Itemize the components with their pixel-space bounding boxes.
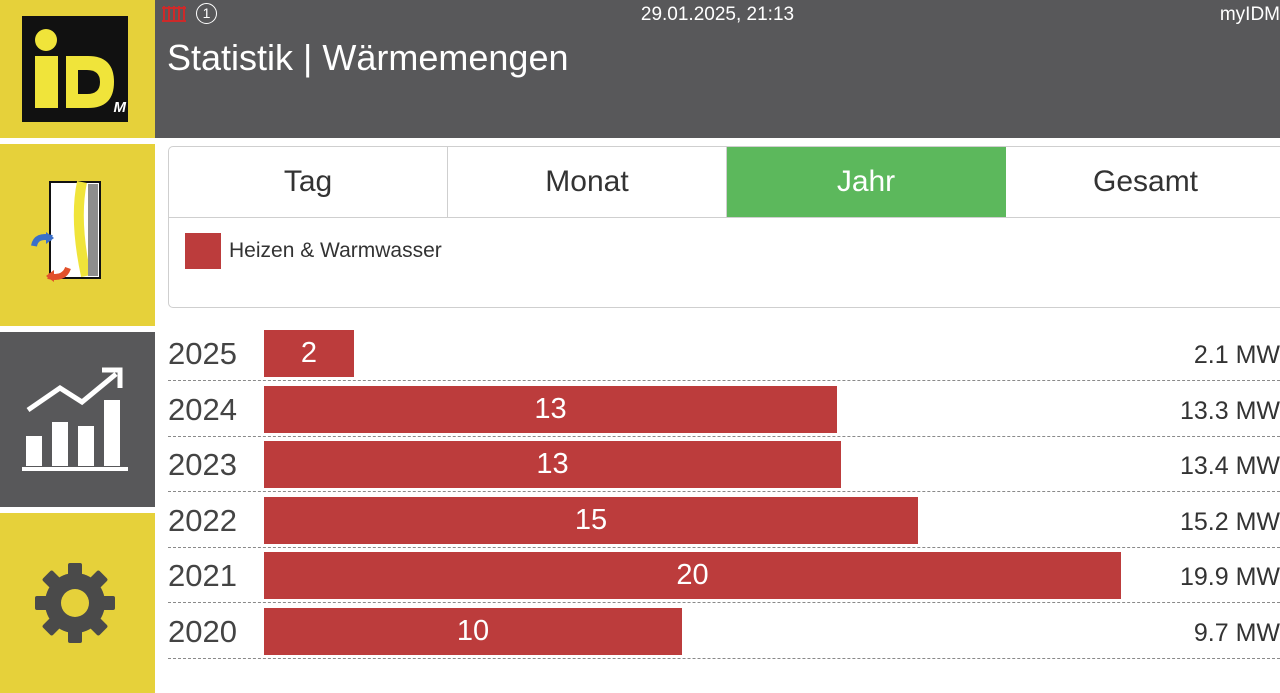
bar-value-label: 2 <box>300 337 318 369</box>
year-label: 2025 <box>168 336 237 371</box>
chart-bar <box>264 330 354 377</box>
total-value-label: 19.9 MW <box>1179 563 1280 591</box>
year-label: 2023 <box>168 447 237 482</box>
total-value-label: 13.4 MW <box>1179 452 1280 480</box>
sidebar-item-statistics[interactable] <box>0 332 155 507</box>
total-value-label: 2.1 MW <box>1193 341 1280 369</box>
brand-label: myIDM <box>1219 4 1280 25</box>
chart-legend: Heizen & Warmwasser <box>185 233 442 269</box>
legend-swatch <box>185 233 221 269</box>
bar-value-label: 13 <box>534 392 567 425</box>
row-divider <box>168 435 1280 437</box>
yearly-heat-chart: 2025 2 2.1 MW 2024 13 13.3 MW 2023 13 13.4 MW 202… <box>168 326 1280 666</box>
period-tabs: Tag Monat Jahr Gesamt <box>169 147 1280 218</box>
row-divider <box>168 491 1280 492</box>
info-badge-icon[interactable]: 1 <box>196 3 217 24</box>
logo-text-sub: M <box>113 99 127 116</box>
total-value-label: 13.3 MW <box>1179 396 1280 425</box>
row-divider <box>168 602 1280 603</box>
sidebar-item-heat-pump[interactable] <box>0 144 155 326</box>
sidebar-item-settings[interactable] <box>0 513 155 693</box>
heat-pump-icon <box>31 180 101 282</box>
bar-value-label: 20 <box>676 559 709 591</box>
year-label: 2021 <box>168 558 237 593</box>
statistics-panel: Tag Monat Jahr Gesamt Heizen & Warmwasse… <box>168 146 1280 308</box>
row-divider <box>168 380 1280 381</box>
bar-value-label: 13 <box>536 448 569 480</box>
bar-value-label: 15 <box>574 503 608 536</box>
bar-value-label: 10 <box>456 614 490 647</box>
chart-bar <box>264 385 837 433</box>
tab-jahr[interactable]: Jahr <box>727 147 1006 217</box>
tab-gesamt[interactable]: Gesamt <box>1092 165 1199 198</box>
total-value-label: 15.2 MW <box>1179 507 1280 536</box>
chart-bar <box>264 441 841 488</box>
status-icons: 1 <box>161 3 217 24</box>
logo-tile[interactable]: M <box>0 0 155 138</box>
tab-tag[interactable]: Tag <box>169 147 448 217</box>
row-divider <box>168 546 1280 548</box>
header-bar: 1 29.01.2025, 21:13 myIDM Statistik | Wä… <box>155 0 1280 138</box>
total-value-label: 9.7 MW <box>1193 618 1280 647</box>
page-title: Statistik | Wärmemengen <box>167 37 569 78</box>
idm-logo: M <box>22 16 128 122</box>
gear-icon <box>35 563 115 643</box>
chart-bar <box>264 607 682 655</box>
legend-label: Heizen & Warmwasser <box>229 239 442 262</box>
row-divider <box>168 657 1280 659</box>
year-label: 2020 <box>168 613 237 649</box>
tab-monat[interactable]: Monat <box>448 147 727 217</box>
datetime: 29.01.2025, 21:13 <box>640 4 795 25</box>
year-label: 2024 <box>168 391 237 427</box>
chart-bar <box>264 552 1121 599</box>
chart-bar <box>264 496 918 544</box>
statistics-chart-icon <box>22 367 128 471</box>
year-label: 2022 <box>168 502 237 538</box>
heater-icon <box>162 5 186 22</box>
